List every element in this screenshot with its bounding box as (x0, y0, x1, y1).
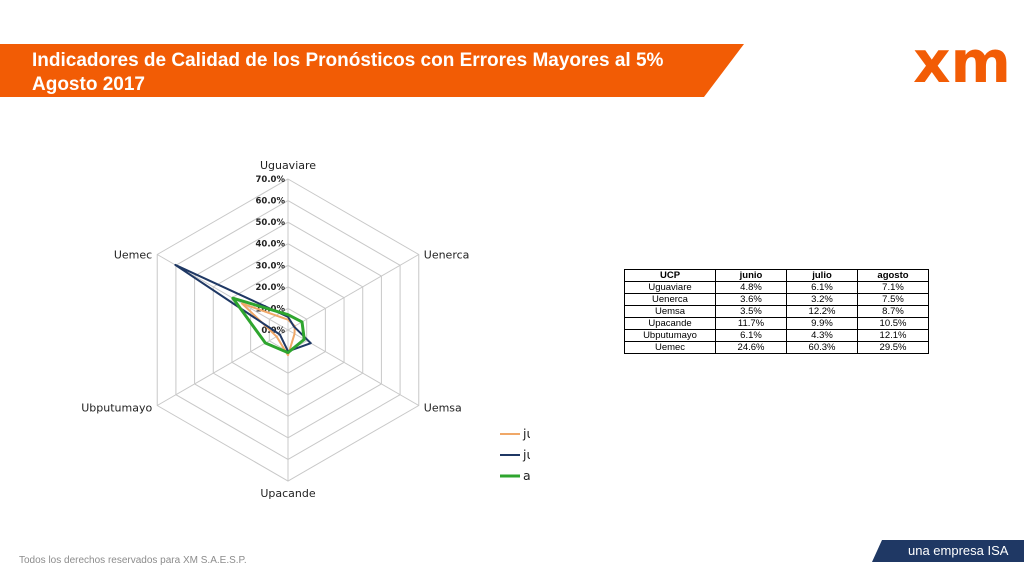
page-title: Indicadores de Calidad de los Pronóstico… (32, 49, 663, 97)
legend-label: junio (522, 426, 530, 441)
table-cell: 12.2% (786, 305, 858, 318)
grid-spoke (156, 329, 289, 406)
title-line-2: Agosto 2017 (32, 74, 145, 95)
logo-text: xm (913, 28, 1011, 96)
table-row: Uemec 24.6% 60.3% 29.5% (624, 341, 929, 354)
table-row: Uemsa 3.5% 12.2% 8.7% (624, 305, 929, 318)
isa-tagline-bar (872, 540, 1024, 562)
table-cell: 4.3% (786, 329, 858, 342)
header-agosto: agosto (857, 269, 929, 282)
title-line-1: Indicadores de Calidad de los Pronóstico… (32, 50, 664, 71)
category-label: Upacande (260, 487, 316, 500)
table-cell: 29.5% (857, 341, 929, 354)
category-label: Uguaviare (260, 159, 316, 172)
tick-label: 20.0% (256, 283, 286, 293)
table-cell: Upacande (624, 317, 716, 330)
header-junio: junio (715, 269, 787, 282)
radar-grid (156, 178, 420, 482)
tick-label: 30.0% (256, 261, 286, 271)
grid-spoke (287, 254, 420, 331)
category-label: Ubputumayo (81, 402, 152, 415)
table-row: Uguaviare 4.8% 6.1% 7.1% (624, 281, 929, 294)
isa-tagline: una empresa ISA (908, 543, 1009, 558)
radar-series (174, 263, 312, 357)
table-row: Uenerca 3.6% 3.2% 7.5% (624, 293, 929, 306)
category-label: Uenerca (424, 249, 470, 262)
tick-label: 50.0% (256, 218, 286, 228)
table-cell: Uemsa (624, 305, 716, 318)
table-cell: 10.5% (857, 317, 929, 330)
tick-label: 40.0% (256, 240, 286, 250)
table-row: Upacande 11.7% 9.9% 10.5% (624, 317, 929, 330)
table-cell: 4.8% (715, 281, 787, 294)
header-julio: julio (786, 269, 858, 282)
table-cell: Ubputumayo (624, 329, 716, 342)
copyright-text: Todos los derechos reservados para XM S.… (19, 555, 247, 566)
table-cell: Uguaviare (624, 281, 716, 294)
header-ucp: UCP (624, 269, 716, 282)
table-cell: 6.1% (715, 329, 787, 342)
radar-chart: 0.0%10.0%20.0%30.0%40.0%50.0%60.0%70.0% … (81, 159, 530, 500)
table-cell: 60.3% (786, 341, 858, 354)
table-cell: 8.7% (857, 305, 929, 318)
table-cell: Uemec (624, 341, 716, 354)
table-cell: 7.1% (857, 281, 929, 294)
banner-shape (0, 44, 744, 97)
radar-category-labels: Uguaviare Uenerca Uemsa Upacande Ubputumayo U… (81, 159, 469, 500)
tick-label: 60.0% (256, 197, 286, 207)
table-cell: 7.5% (857, 293, 929, 306)
table-cell: 12.1% (857, 329, 929, 342)
data-table-container: UCP junio julio agosto Uguaviare 4.8% 6.… (624, 269, 929, 354)
table-row: Ubputumayo 6.1% 4.3% 12.1% (624, 329, 929, 342)
table-cell: 11.7% (715, 317, 787, 330)
table-cell: 6.1% (786, 281, 858, 294)
table-cell: 3.5% (715, 305, 787, 318)
chart-legend: junio julio agosto (500, 426, 530, 483)
table-cell: 9.9% (786, 317, 858, 330)
series-agosto (231, 296, 306, 355)
xm-logo: xm (913, 28, 1011, 96)
table-cell: 3.6% (715, 293, 787, 306)
table-cell: 3.2% (786, 293, 858, 306)
series-julio (174, 263, 312, 353)
table-cell: 24.6% (715, 341, 787, 354)
category-label: Uemec (114, 249, 152, 262)
legend-label: julio (522, 447, 530, 462)
category-label: Uemsa (424, 402, 462, 415)
title-banner: Indicadores de Calidad de los Pronóstico… (0, 0, 1024, 110)
data-table: UCP junio julio agosto Uguaviare 4.8% 6.… (624, 269, 929, 354)
legend-label: agosto (523, 468, 530, 483)
table-cell: Uenerca (624, 293, 716, 306)
table-header-row: UCP junio julio agosto (624, 269, 929, 282)
tick-label: 70.0% (256, 175, 286, 185)
